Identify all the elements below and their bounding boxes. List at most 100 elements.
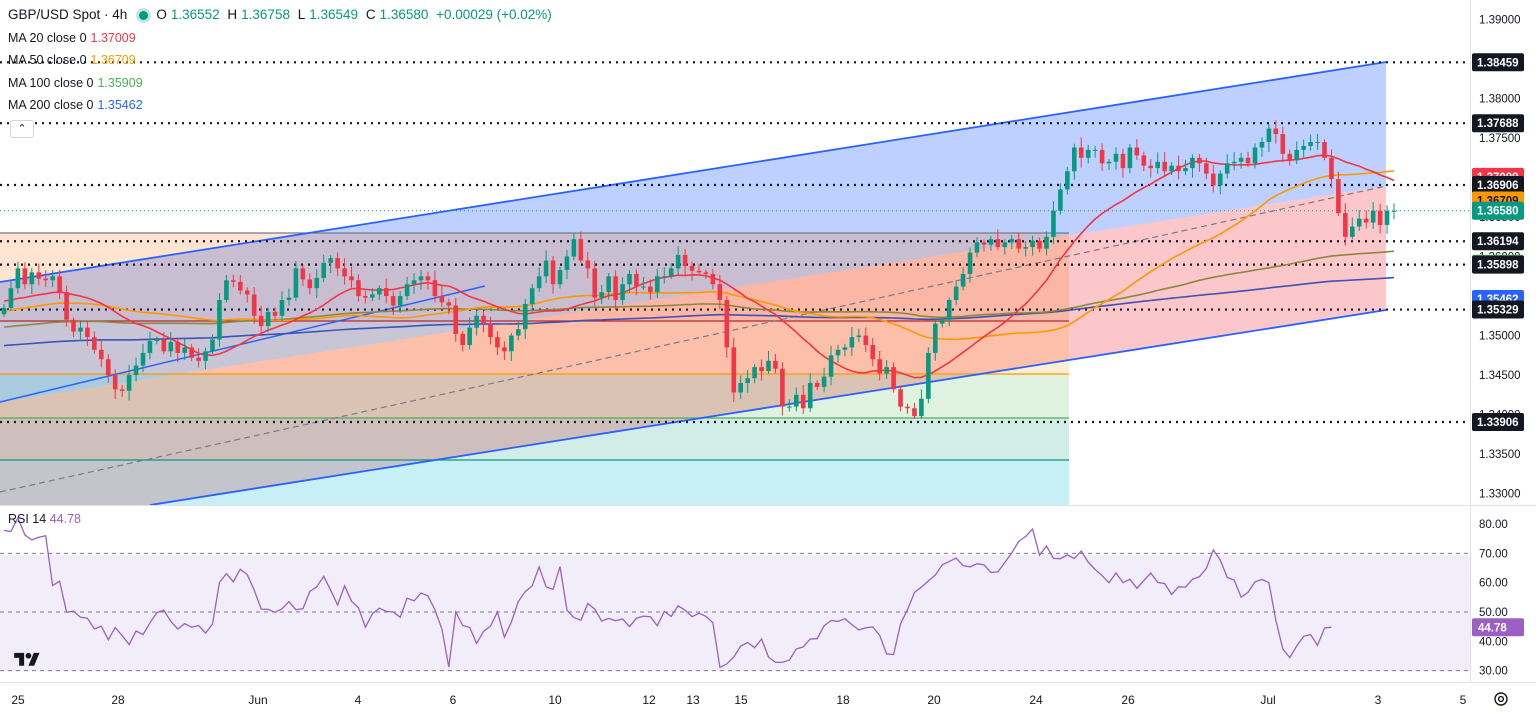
candle-body[interactable]: [404, 284, 410, 297]
symbol-row[interactable]: GBP/USD Spot · 4h O 1.36552 H 1.36758 L 1.36…: [8, 4, 556, 27]
candle-body[interactable]: [1336, 179, 1341, 214]
candle-body[interactable]: [36, 272, 42, 279]
candle-body[interactable]: [1273, 128, 1279, 135]
candle-body[interactable]: [953, 286, 959, 300]
candle-body[interactable]: [703, 272, 709, 274]
candle-body[interactable]: [85, 327, 90, 338]
candle-body[interactable]: [926, 352, 931, 399]
candle-body[interactable]: [390, 296, 396, 306]
candle-body[interactable]: [877, 359, 882, 374]
candle-body[interactable]: [856, 335, 862, 338]
candle-body[interactable]: [1350, 226, 1355, 237]
candle-body[interactable]: [592, 268, 598, 298]
candle-body[interactable]: [1224, 163, 1230, 174]
candle-body[interactable]: [1051, 210, 1056, 237]
candle-body[interactable]: [474, 315, 479, 328]
price-label-level[interactable]: [1472, 412, 1524, 431]
tradingview-logo-icon[interactable]: [14, 650, 40, 670]
chart-settings-gear-icon[interactable]: [1492, 690, 1510, 708]
candle-body[interactable]: [140, 352, 146, 366]
rsi-legend[interactable]: RSI 14 44.78: [8, 512, 81, 526]
candle-body[interactable]: [1016, 239, 1021, 249]
candle-body[interactable]: [154, 339, 160, 342]
candle-body[interactable]: [397, 296, 403, 306]
candle-body[interactable]: [251, 294, 257, 316]
candle-body[interactable]: [105, 359, 111, 376]
candle-body[interactable]: [446, 302, 452, 306]
candle-body[interactable]: [550, 260, 556, 285]
candle-body[interactable]: [1343, 213, 1348, 237]
candle-body[interactable]: [1287, 153, 1293, 161]
candle-body[interactable]: [557, 269, 563, 285]
symbol-title[interactable]: GBP/USD Spot · 4h: [8, 7, 128, 22]
candle-body[interactable]: [1169, 165, 1174, 172]
candle-body[interactable]: [891, 367, 896, 390]
candle-body[interactable]: [1044, 236, 1049, 249]
candle-body[interactable]: [731, 347, 737, 393]
ma20-legend[interactable]: MA 20 close 0 1.37009: [8, 27, 556, 50]
candle-body[interactable]: [1370, 210, 1376, 223]
candle-body[interactable]: [648, 286, 653, 293]
candle-body[interactable]: [1030, 240, 1035, 248]
candle-body[interactable]: [1245, 157, 1251, 164]
candle-body[interactable]: [112, 375, 118, 390]
candle-body[interactable]: [1217, 173, 1223, 186]
candle-body[interactable]: [599, 292, 604, 298]
candle-body[interactable]: [15, 268, 21, 289]
ma50-line[interactable]: [3, 170, 1395, 341]
candle-body[interactable]: [439, 296, 445, 303]
candle-body[interactable]: [960, 273, 966, 287]
candle-body[interactable]: [974, 242, 980, 253]
candle-body[interactable]: [1183, 168, 1188, 172]
candle-body[interactable]: [453, 305, 459, 334]
candle-body[interactable]: [794, 394, 799, 407]
candle-body[interactable]: [814, 382, 820, 387]
candle-body[interactable]: [1072, 147, 1077, 172]
candle-body[interactable]: [710, 273, 716, 285]
candle-body[interactable]: [1280, 134, 1286, 154]
candle-body[interactable]: [1099, 149, 1105, 164]
ma50-legend[interactable]: MA 50 close 0 1.36709: [8, 49, 556, 72]
price-label-level[interactable]: [1472, 255, 1524, 274]
candle-body[interactable]: [71, 319, 76, 332]
candle-body[interactable]: [272, 311, 278, 316]
price-label-level[interactable]: [1472, 300, 1524, 319]
candle-body[interactable]: [1, 307, 7, 315]
ma200-line[interactable]: [3, 276, 1395, 347]
candle-body[interactable]: [1037, 240, 1042, 249]
candle-body[interactable]: [196, 357, 201, 361]
candle-body[interactable]: [168, 341, 174, 352]
ma100-line[interactable]: [3, 250, 1395, 328]
candle-body[interactable]: [849, 337, 855, 348]
candle-body[interactable]: [1085, 149, 1091, 158]
candle-body[interactable]: [502, 347, 507, 352]
candle-body[interactable]: [377, 288, 382, 295]
candle-body[interactable]: [522, 303, 528, 330]
candle-body[interactable]: [1377, 210, 1383, 225]
candle-body[interactable]: [738, 382, 743, 393]
ma200-legend[interactable]: MA 200 close 0 1.35462: [8, 94, 556, 117]
candle-body[interactable]: [800, 394, 806, 409]
candle-body[interactable]: [1106, 161, 1112, 164]
candle-body[interactable]: [481, 315, 486, 324]
candle-body[interactable]: [321, 262, 326, 278]
collapse-legend-button[interactable]: ⌃: [10, 120, 34, 138]
candle-body[interactable]: [1009, 239, 1015, 243]
candle-body[interactable]: [418, 276, 424, 281]
candle-body[interactable]: [1391, 210, 1397, 212]
candle-body[interactable]: [64, 292, 69, 320]
candle-body[interactable]: [1148, 165, 1154, 169]
candle-body[interactable]: [634, 273, 639, 287]
candle-body[interactable]: [22, 268, 28, 285]
candle-body[interactable]: [807, 382, 813, 409]
candle-body[interactable]: [627, 273, 632, 285]
candle-body[interactable]: [78, 327, 83, 332]
candle-body[interactable]: [1023, 247, 1028, 249]
candle-body[interactable]: [689, 266, 695, 271]
candle-body[interactable]: [717, 284, 723, 300]
candle-body[interactable]: [898, 389, 903, 407]
candle-body[interactable]: [946, 300, 952, 320]
candle-body[interactable]: [1231, 161, 1237, 164]
candle-body[interactable]: [884, 367, 889, 374]
